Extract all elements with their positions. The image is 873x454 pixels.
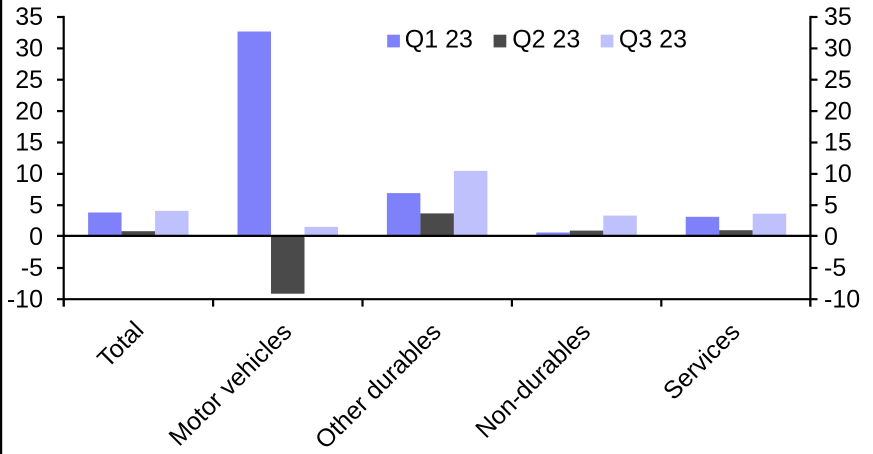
svg-text:Q3 23: Q3 23 (619, 25, 687, 53)
svg-text:0: 0 (29, 223, 43, 251)
svg-text:20: 20 (824, 97, 852, 125)
svg-text:-10: -10 (7, 286, 43, 314)
svg-text:10: 10 (15, 160, 43, 188)
svg-text:30: 30 (15, 35, 43, 63)
svg-text:5: 5 (824, 191, 838, 219)
svg-text:30: 30 (824, 35, 852, 63)
svg-text:Q2 23: Q2 23 (512, 25, 580, 53)
svg-text:-10: -10 (824, 286, 860, 314)
svg-text:25: 25 (824, 66, 852, 94)
svg-text:35: 35 (15, 3, 43, 31)
svg-text:-5: -5 (21, 254, 43, 282)
svg-text:10: 10 (824, 160, 852, 188)
svg-text:15: 15 (824, 129, 852, 157)
svg-text:25: 25 (15, 66, 43, 94)
svg-text:35: 35 (824, 3, 852, 31)
svg-text:-5: -5 (824, 254, 846, 282)
svg-text:15: 15 (15, 129, 43, 157)
svg-text:Q1 23: Q1 23 (405, 25, 473, 53)
svg-text:0: 0 (824, 223, 838, 251)
svg-text:5: 5 (29, 191, 43, 219)
svg-text:20: 20 (15, 97, 43, 125)
